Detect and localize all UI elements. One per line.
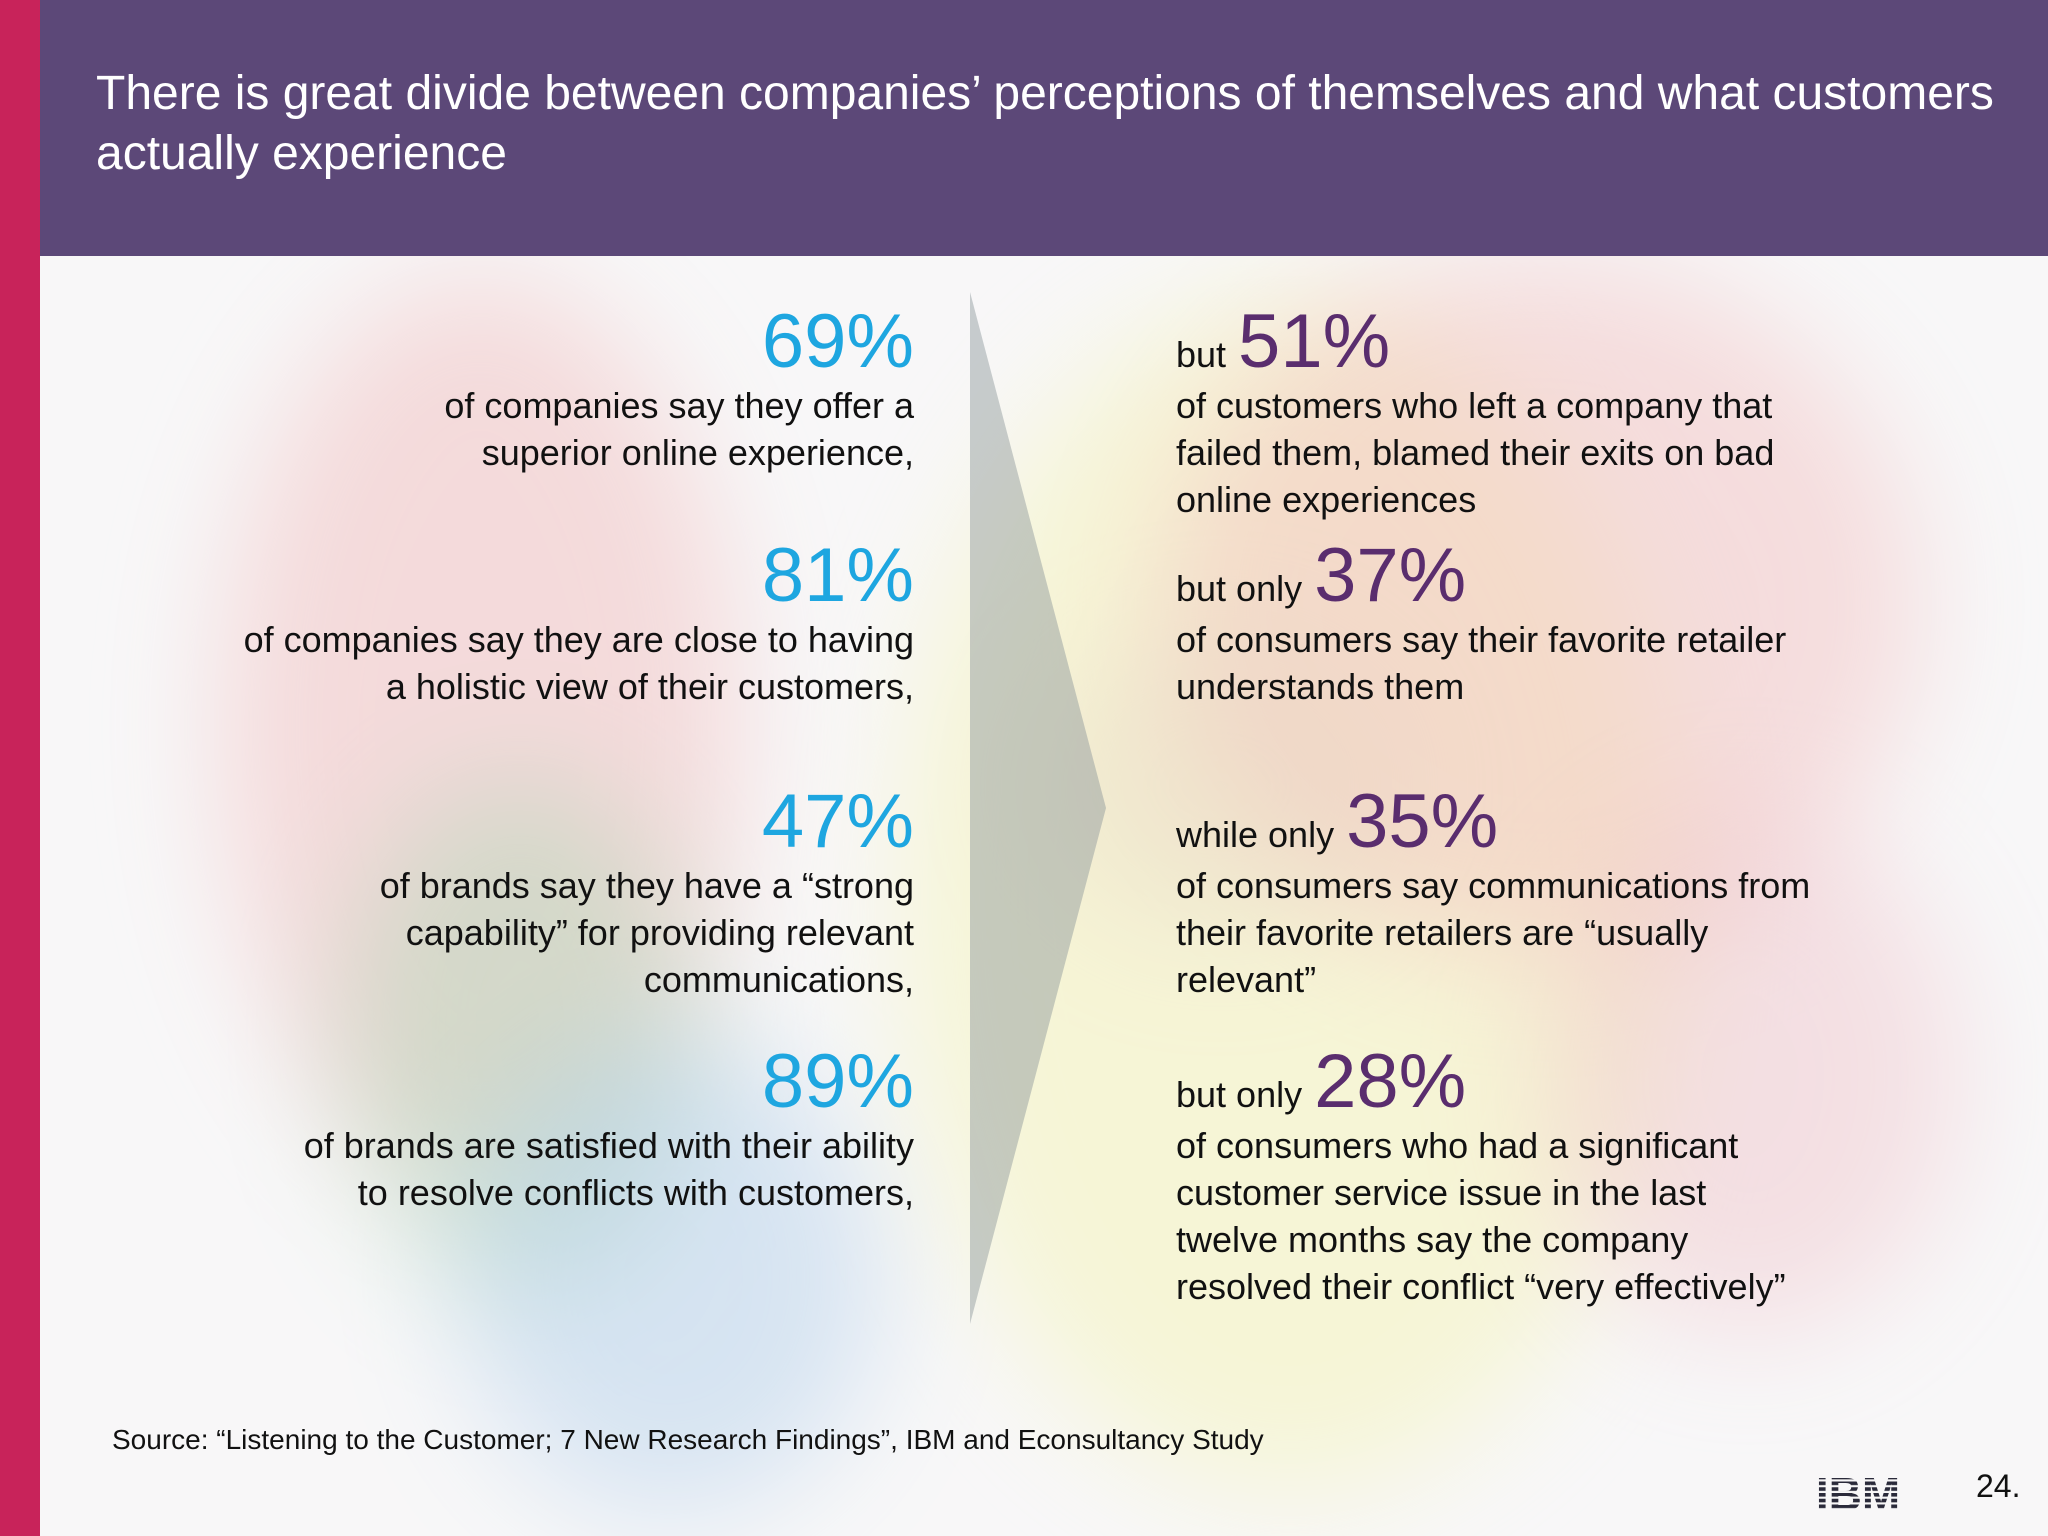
page-number: 24. <box>1976 1468 2021 1504</box>
customer-stat-text: of consumers say communications from the… <box>1176 865 1811 1000</box>
company-stat-text: of companies say they are close to havin… <box>243 619 914 707</box>
company-stat-percentage: 47% <box>761 779 914 864</box>
customer-stat: but 51% of customers who left a company … <box>1176 302 1816 523</box>
company-stat-percentage: 89% <box>761 1039 914 1124</box>
customer-stat-percentage: 35% <box>1346 779 1499 864</box>
customer-stat-lead: but <box>1176 334 1227 375</box>
customer-stat-percentage: 51% <box>1238 299 1391 384</box>
customer-stat-lead: but only <box>1176 1074 1303 1115</box>
company-stat-text: of brands say they have a “strong capabi… <box>379 865 914 1000</box>
customer-stat: but only 37% of consumers say their favo… <box>1176 536 1816 710</box>
company-stat: 69% of companies say they offer a superi… <box>240 302 914 476</box>
customer-stat-lead: but only <box>1176 568 1303 609</box>
background-veil <box>40 256 2048 1536</box>
ibm-logo: IBM <box>1816 1470 1900 1516</box>
header-band: There is great divide between companies’… <box>40 0 2048 256</box>
company-stat-percentage: 81% <box>761 533 914 618</box>
company-stat-text: of companies say they offer a superior o… <box>444 385 914 473</box>
company-stat-text: of brands are satisfied with their abili… <box>303 1125 914 1213</box>
chevron-divider-icon <box>970 292 1106 1324</box>
customer-stat-text: of customers who left a company that fai… <box>1176 385 1775 520</box>
ibm-logo-text: IBM <box>1816 1470 1900 1516</box>
customer-stat: while only 35% of consumers say communic… <box>1176 782 1816 1003</box>
customer-stat-lead: while only <box>1176 814 1335 855</box>
source-citation: Source: “Listening to the Customer; 7 Ne… <box>112 1424 1264 1455</box>
customer-stat: but only 28% of consumers who had a sign… <box>1176 1042 1816 1310</box>
company-stat: 81% of companies say they are close to h… <box>240 536 914 710</box>
customer-stat-text: of consumers say their favorite retailer… <box>1176 619 1787 707</box>
company-stat: 89% of brands are satisfied with their a… <box>240 1042 914 1216</box>
customer-stat-percentage: 37% <box>1314 533 1467 618</box>
company-stat-percentage: 69% <box>761 299 914 384</box>
customer-stat-percentage: 28% <box>1314 1039 1467 1124</box>
company-stat: 47% of brands say they have a “strong ca… <box>240 782 914 1003</box>
accent-bar <box>0 0 40 1536</box>
page-title: There is great divide between companies’… <box>96 67 1994 180</box>
customer-stat-text: of consumers who had a significant custo… <box>1176 1125 1786 1307</box>
